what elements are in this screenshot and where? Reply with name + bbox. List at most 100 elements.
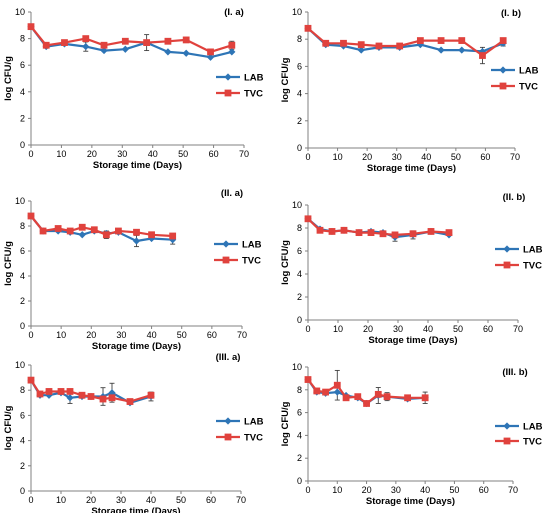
data-point-tvc xyxy=(164,37,172,45)
data-point-tvc xyxy=(379,230,387,238)
x-axis-label: Storage time (Days) xyxy=(367,163,456,174)
x-tick-label: 50 xyxy=(176,495,186,505)
data-point-tvc xyxy=(322,39,330,47)
data-point-tvc xyxy=(304,376,312,383)
data-point-tvc xyxy=(39,227,47,235)
data-point-tvc xyxy=(316,226,324,234)
panel-label: (III. b) xyxy=(502,367,527,378)
legend-label-lab: LAB xyxy=(242,240,262,251)
chart-panel-3b: 0 10 20 30 40 50 60 70 0 2 4 6 8 10 Storage time (Days… xyxy=(280,362,543,507)
data-point-tvc xyxy=(228,41,236,49)
legend-marker-lab xyxy=(499,66,507,74)
data-point-tvc xyxy=(374,390,382,398)
x-tick-label: 30 xyxy=(392,152,402,162)
legend-label-lab: LAB xyxy=(519,66,539,77)
y-tick-label: 4 xyxy=(20,436,25,446)
legend-label-tvc: TVC xyxy=(523,437,542,448)
x-tick-label: 40 xyxy=(146,495,156,505)
legend-marker-lab xyxy=(222,240,230,248)
y-tick-label: 6 xyxy=(20,246,25,256)
data-point-lab xyxy=(132,237,141,245)
series-line-lab xyxy=(307,27,504,53)
data-point-tvc xyxy=(304,215,312,223)
x-axis-label: Storage time (Days) xyxy=(91,506,180,513)
legend-marker-tvc xyxy=(224,89,232,97)
x-tick-label: 70 xyxy=(510,152,520,162)
legend-label-lab: LAB xyxy=(523,245,543,256)
y-tick-label: 10 xyxy=(292,7,302,17)
y-tick-label: 4 xyxy=(297,269,302,279)
x-tick-label: 70 xyxy=(508,485,518,495)
data-point-tvc xyxy=(355,229,363,236)
legend-marker-lab xyxy=(224,417,232,425)
data-point-tvc xyxy=(78,391,86,399)
legend-marker-lab xyxy=(503,422,511,430)
data-point-tvc xyxy=(427,228,435,235)
y-tick-label: 6 xyxy=(297,408,302,418)
panel-label: (III. a) xyxy=(216,352,241,363)
y-tick-label: 8 xyxy=(20,34,25,44)
legend-marker-tvc xyxy=(222,256,230,264)
data-point-tvc xyxy=(207,48,214,56)
data-point-tvc xyxy=(328,228,336,235)
data-point-tvc xyxy=(363,400,370,407)
data-point-tvc xyxy=(54,225,62,232)
x-tick-label: 40 xyxy=(147,330,157,340)
data-point-lab xyxy=(206,53,215,61)
legend-label-tvc: TVC xyxy=(244,89,263,100)
data-point-tvc xyxy=(143,39,151,46)
data-point-tvc xyxy=(367,229,375,236)
legend-marker-lab xyxy=(224,73,232,81)
x-tick-label: 60 xyxy=(483,324,493,334)
y-tick-label: 2 xyxy=(20,461,25,471)
y-tick-label: 10 xyxy=(15,360,25,370)
x-tick-label: 10 xyxy=(333,152,343,162)
x-axis-label: Storage time (Days) xyxy=(92,341,181,352)
data-point-tvc xyxy=(333,381,341,389)
y-tick-label: 10 xyxy=(15,196,25,206)
x-tick-label: 60 xyxy=(479,485,489,495)
data-point-tvc xyxy=(108,394,116,402)
legend-marker-tvc xyxy=(503,261,511,269)
legend-label-tvc: TVC xyxy=(242,256,261,267)
data-point-tvc xyxy=(36,390,44,398)
x-tick-label: 10 xyxy=(333,324,343,334)
y-tick-label: 8 xyxy=(20,221,25,231)
x-tick-label: 0 xyxy=(28,330,33,340)
y-tick-label: 0 xyxy=(297,476,302,486)
y-tick-label: 0 xyxy=(297,315,302,325)
y-tick-label: 2 xyxy=(297,116,302,126)
x-tick-label: 0 xyxy=(28,149,33,159)
y-tick-label: 2 xyxy=(297,292,302,302)
data-point-tvc xyxy=(27,212,35,220)
data-point-lab xyxy=(437,46,445,54)
legend-label-lab: LAB xyxy=(244,73,264,84)
data-point-tvc xyxy=(115,227,122,235)
y-tick-label: 2 xyxy=(20,296,25,306)
data-point-tvc xyxy=(133,228,140,236)
data-point-tvc xyxy=(66,227,74,235)
data-point-tvc xyxy=(90,226,98,234)
data-point-tvc xyxy=(121,37,129,45)
x-tick-label: 20 xyxy=(362,152,372,162)
data-point-tvc xyxy=(421,394,429,402)
x-tick-label: 60 xyxy=(207,330,217,340)
legend-label-lab: LAB xyxy=(244,417,264,428)
x-tick-label: 40 xyxy=(423,324,433,334)
data-point-tvc xyxy=(404,394,411,402)
y-tick-label: 6 xyxy=(297,61,302,71)
x-tick-label: 0 xyxy=(28,495,33,505)
x-tick-label: 10 xyxy=(56,330,66,340)
data-point-tvc xyxy=(148,231,155,239)
data-point-lab xyxy=(121,45,129,53)
data-point-tvc xyxy=(27,23,35,31)
data-point-tvc xyxy=(479,52,486,59)
y-tick-label: 10 xyxy=(15,7,25,17)
chart-panel-1a: 0 10 20 30 40 50 60 70 0 2 4 6 8 10 Storage time (Days… xyxy=(3,7,264,171)
y-tick-label: 0 xyxy=(20,486,25,496)
y-tick-label: 6 xyxy=(297,246,302,256)
x-axis-label: Storage time (Days) xyxy=(368,335,457,346)
x-tick-label: 50 xyxy=(178,149,188,159)
y-tick-label: 8 xyxy=(297,385,302,395)
data-point-tvc xyxy=(340,39,347,47)
